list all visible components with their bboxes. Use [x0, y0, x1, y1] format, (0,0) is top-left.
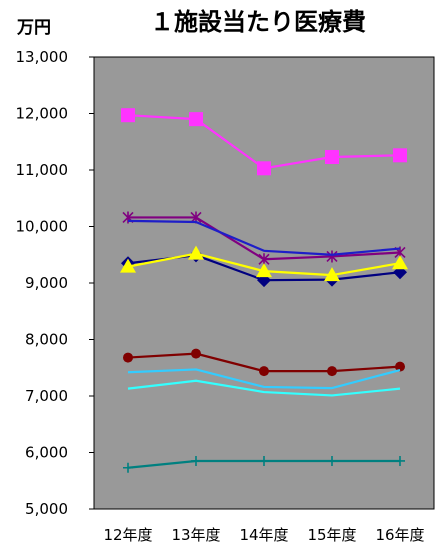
data-point [256, 263, 272, 278]
data-point [327, 366, 337, 377]
y-tick-label: 5,000 [25, 500, 68, 518]
series-line [127, 368, 401, 390]
y-axis-unit-label: 万円 [16, 18, 51, 38]
data-point [259, 366, 269, 377]
data-point [189, 112, 203, 127]
y-tick-label: 10,000 [16, 218, 69, 236]
y-axis: 5,000 6,000 7,000 8,000 9,000 10,000 11,000 12,… [16, 48, 94, 518]
data-point [395, 455, 405, 466]
data-point [123, 352, 133, 363]
x-tick-label: 16年度 [375, 526, 424, 544]
series-9 [123, 455, 405, 473]
x-tick-label: 13年度 [171, 526, 220, 544]
data-point [120, 258, 136, 273]
data-point [325, 150, 339, 165]
data-point [393, 148, 407, 163]
x-tick-label: 12年度 [103, 526, 152, 544]
series-1 [121, 108, 407, 176]
data-point [188, 245, 204, 260]
y-tick-label: 12,000 [16, 105, 69, 123]
data-point [123, 462, 133, 473]
series-7 [127, 368, 401, 390]
x-tick-label: 14年度 [239, 526, 288, 544]
chart-title: １施設当たり医療費 [150, 8, 366, 36]
y-tick-label: 6,000 [25, 444, 68, 462]
y-tick-label: 13,000 [16, 48, 69, 66]
y-tick-label: 9,000 [25, 274, 68, 292]
x-axis: 12年度 13年度 14年度 15年度 16年度 [103, 526, 424, 544]
data-point [395, 361, 405, 372]
series-line [127, 379, 401, 397]
data-point [324, 267, 340, 282]
data-point [121, 108, 135, 123]
data-point [191, 348, 201, 359]
data-point [392, 255, 408, 270]
series-5 [120, 245, 408, 282]
data-point [259, 455, 269, 466]
data-point [326, 250, 338, 263]
data-point [191, 455, 201, 466]
series-layer [120, 108, 408, 473]
y-tick-label: 11,000 [16, 161, 69, 179]
series-3 [127, 219, 401, 256]
series-6 [123, 348, 405, 377]
x-tick-label: 15年度 [307, 526, 356, 544]
data-point [257, 161, 271, 176]
y-tick-label: 7,000 [25, 387, 68, 405]
y-tick-label: 8,000 [25, 331, 68, 349]
series-line [127, 219, 401, 256]
data-point [327, 455, 337, 466]
series-8 [127, 379, 401, 397]
